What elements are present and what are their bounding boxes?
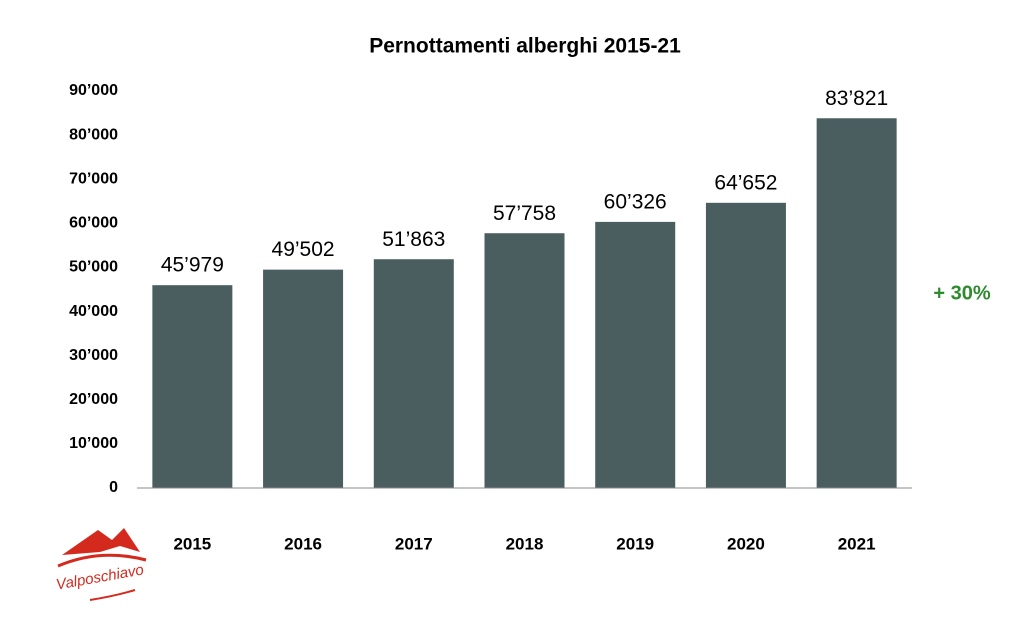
logo-swoosh [57, 553, 147, 568]
y-tick-label: 60’000 [69, 215, 118, 232]
bar [152, 285, 233, 488]
bar [373, 259, 454, 488]
x-tick-label: 2021 [838, 534, 876, 553]
logo-underline [89, 589, 136, 601]
y-tick-label: 30’000 [69, 347, 118, 364]
bar [484, 233, 565, 488]
value-label: 57’758 [493, 202, 556, 225]
y-tick-label: 70’000 [69, 170, 118, 187]
value-label: 51’863 [382, 228, 445, 251]
y-tick-label: 80’000 [69, 126, 118, 143]
x-tick-label: 2018 [506, 534, 544, 553]
annotation: + 30% [933, 282, 990, 304]
y-tick-label: 10’000 [69, 435, 118, 452]
value-label: 60’326 [604, 190, 667, 213]
y-tick-label: 20’000 [69, 391, 118, 408]
y-tick-label: 0 [109, 479, 118, 496]
y-tick-label: 50’000 [69, 259, 118, 276]
x-tick-label: 2017 [395, 534, 433, 553]
logo: Valposchiavo [55, 528, 147, 601]
logo-text: Valposchiavo [55, 561, 145, 593]
value-label: 45’979 [161, 254, 224, 277]
bar [263, 269, 344, 488]
value-label: 64’652 [714, 171, 777, 194]
bar [705, 202, 786, 488]
logo-mountain [62, 528, 140, 555]
value-label: 49’502 [272, 238, 335, 261]
y-tick-label: 90’000 [69, 82, 118, 99]
x-tick-label: 2015 [173, 534, 211, 553]
y-tick-label: 40’000 [69, 303, 118, 320]
chart-title: Pernottamenti alberghi 2015-21 [369, 35, 681, 58]
x-tick-label: 2016 [284, 534, 322, 553]
x-tick-label: 2019 [616, 534, 654, 553]
x-tick-label: 2020 [727, 534, 765, 553]
bar [816, 118, 897, 488]
bar [595, 221, 676, 488]
value-label: 83’821 [825, 87, 888, 110]
